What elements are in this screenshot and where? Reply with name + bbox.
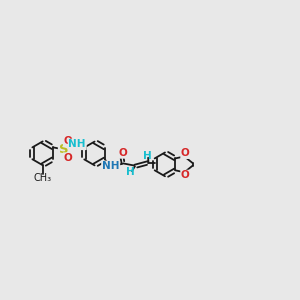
Text: O: O xyxy=(181,148,190,158)
Text: S: S xyxy=(59,143,68,156)
Text: NH: NH xyxy=(68,140,86,149)
Text: H: H xyxy=(126,167,135,177)
Text: O: O xyxy=(119,148,128,158)
Text: O: O xyxy=(64,153,72,163)
Text: H: H xyxy=(143,152,152,161)
Text: CH₃: CH₃ xyxy=(34,172,52,183)
Text: O: O xyxy=(64,136,72,146)
Text: O: O xyxy=(181,170,190,180)
Text: NH: NH xyxy=(102,161,119,171)
